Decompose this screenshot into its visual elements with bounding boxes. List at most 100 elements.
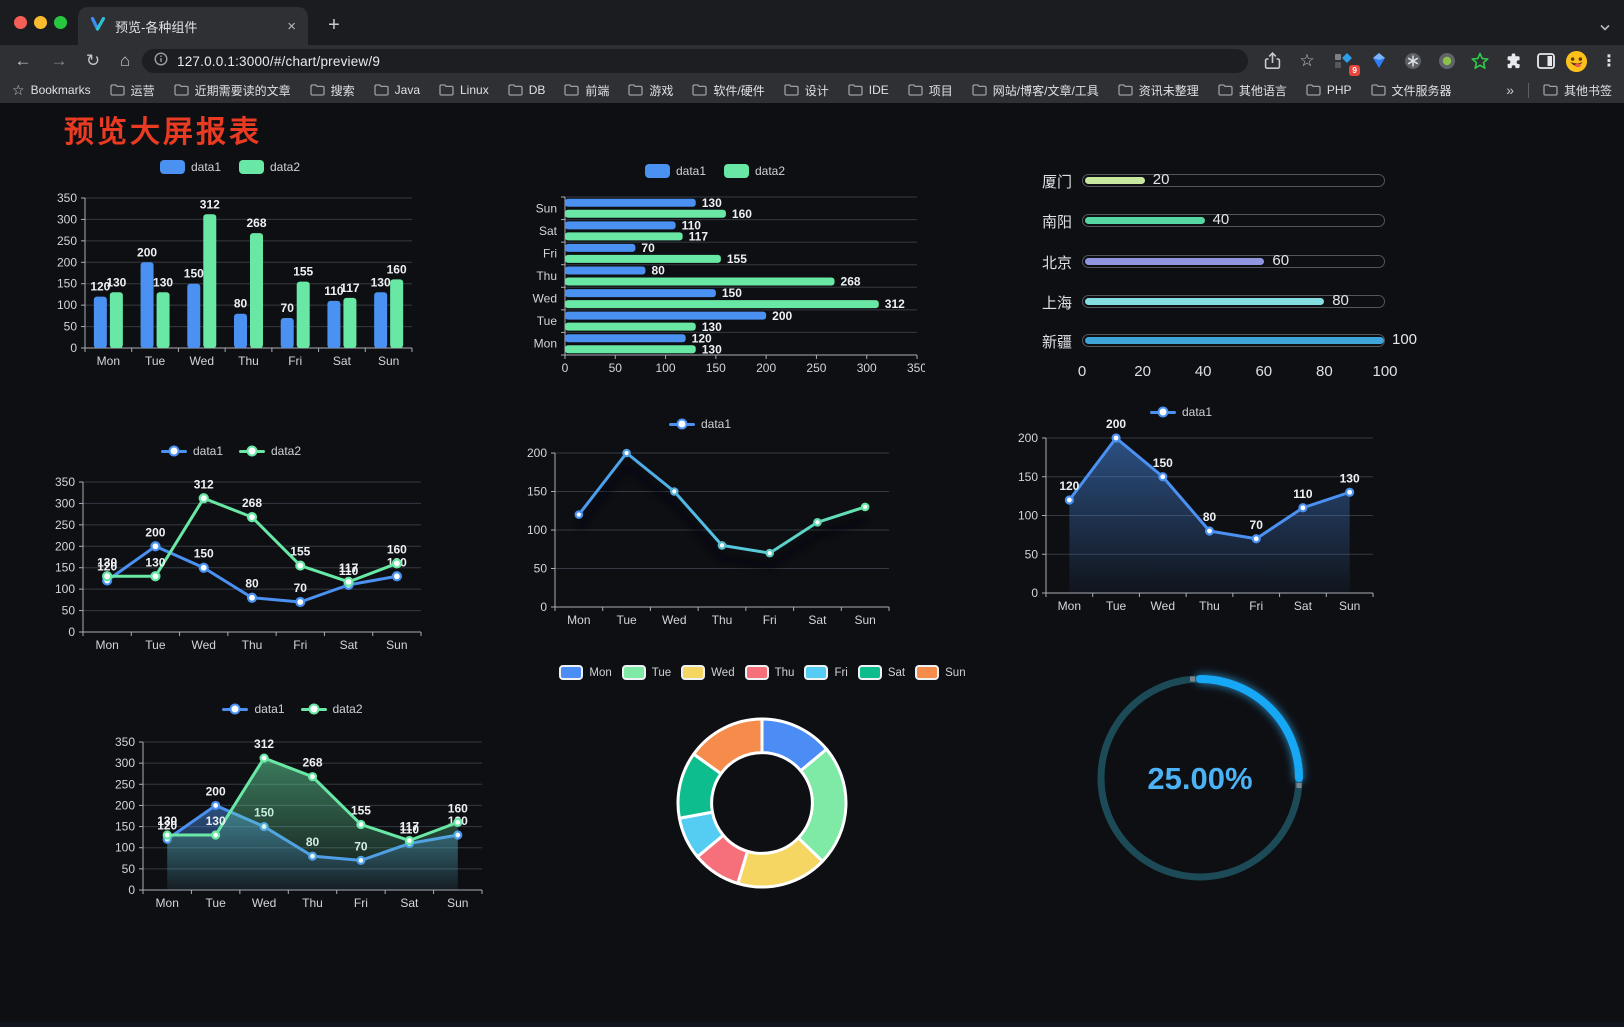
tab-close-icon[interactable]: ×	[287, 17, 296, 35]
svg-text:Tue: Tue	[206, 896, 227, 910]
new-tab-button[interactable]: +	[328, 13, 340, 36]
extension-kite-icon[interactable]	[1366, 49, 1392, 73]
legend-item[interactable]: data2	[300, 702, 363, 716]
bookmark-folder[interactable]: 软件/硬件	[692, 82, 765, 99]
bookmark-folder[interactable]: 游戏	[628, 82, 673, 99]
svg-text:117: 117	[339, 561, 359, 575]
window-zoom-button[interactable]	[54, 16, 67, 29]
bookmark-folder[interactable]: Java	[373, 82, 420, 99]
svg-text:268: 268	[841, 275, 861, 289]
svg-text:350: 350	[115, 735, 135, 749]
legend-item[interactable]: data2	[239, 160, 300, 174]
back-button[interactable]: ←	[14, 51, 32, 70]
bar	[565, 243, 636, 252]
legend-item[interactable]: Wed	[681, 665, 735, 680]
legend-item[interactable]: Sat	[857, 665, 905, 680]
share-icon[interactable]	[1259, 49, 1285, 73]
svg-text:50: 50	[64, 320, 78, 334]
url-text[interactable]: 127.0.0.1:3000/#/chart/preview/9	[177, 53, 381, 69]
bar	[565, 254, 721, 263]
side-panel-icon[interactable]	[1533, 49, 1559, 73]
extension-badge: 9	[1349, 65, 1360, 76]
window-bottom-edge	[0, 1022, 1624, 1027]
svg-text:Tue: Tue	[145, 354, 166, 368]
bookmark-folder[interactable]: 资讯未整理	[1118, 82, 1199, 99]
legend-item[interactable]: data1	[668, 417, 731, 431]
svg-text:Tue: Tue	[537, 314, 558, 328]
data-point	[295, 596, 306, 608]
other-bookmarks-folder[interactable]: 其他书签	[1543, 82, 1612, 99]
bookmark-folder[interactable]: IDE	[848, 82, 889, 99]
window-minimize-button[interactable]	[34, 16, 47, 29]
bookmarks-bar: ☆ Bookmarks 运营 近期需要读的文章 搜索 Java Linux DB 前端 游戏 软…	[0, 77, 1624, 103]
bookmark-folder[interactable]: DB	[508, 82, 545, 99]
bookmark-folder[interactable]: 近期需要读的文章	[173, 82, 291, 99]
data-point	[1298, 503, 1308, 513]
legend-swatch	[681, 665, 706, 680]
tab-favicon	[90, 16, 106, 36]
donut-chart: Mon Tue Wed Thu Fri Sat Sun	[550, 660, 975, 920]
bookmarks-manager-item[interactable]: ☆ Bookmarks	[12, 82, 91, 99]
home-button[interactable]: ⌂	[119, 51, 131, 70]
tab-search-chevron-icon[interactable]	[1600, 18, 1610, 31]
legend-item[interactable]: Sun	[915, 665, 966, 680]
bar	[565, 311, 767, 320]
profile-avatar[interactable]	[1563, 49, 1589, 73]
legend-item[interactable]: data2	[724, 164, 785, 178]
site-info-icon[interactable]	[154, 51, 168, 71]
reload-button[interactable]: ↻	[85, 51, 101, 70]
area-fill	[167, 758, 458, 890]
bookmark-folder[interactable]: 运营	[109, 82, 155, 99]
svg-text:312: 312	[254, 737, 274, 751]
grouped-bar-chart: 0 50 100 150 200 250 300 350 Mon Tue Wed Thu Fri Sat S…	[40, 150, 420, 375]
browser-menu-icon[interactable]: ⋮	[1601, 53, 1617, 70]
extension-snowflake-icon[interactable]	[1400, 49, 1426, 73]
svg-text:Wed: Wed	[191, 638, 215, 652]
extension-grid-icon[interactable]: 9	[1330, 49, 1360, 76]
data-point	[391, 571, 402, 582]
legend-item[interactable]: data1	[222, 702, 285, 716]
legend-item[interactable]: Thu	[744, 665, 794, 680]
window-close-button[interactable]	[14, 16, 27, 29]
progress-track	[1082, 333, 1385, 347]
progress-label: 上海	[1041, 295, 1072, 312]
extension-green-dot-icon[interactable]	[1434, 49, 1460, 73]
progress-track	[1082, 213, 1385, 227]
svg-text:0: 0	[562, 361, 569, 374]
bookmark-folder[interactable]: 设计	[784, 82, 829, 99]
data-point	[356, 819, 366, 830]
legend-item[interactable]: Tue	[621, 665, 671, 680]
legend-item[interactable]: data1	[160, 444, 223, 458]
bookmark-folder[interactable]: 其他语言	[1218, 82, 1287, 99]
bookmark-folder[interactable]: Linux	[439, 82, 489, 99]
axis-tick-label: 80	[1316, 363, 1333, 380]
address-bar[interactable]: 127.0.0.1:3000/#/chart/preview/9	[142, 49, 1248, 73]
browser-tab[interactable]: 预览-各种组件 ×	[78, 7, 308, 45]
extensions-puzzle-icon[interactable]	[1500, 49, 1526, 73]
extension-green-star-icon[interactable]	[1467, 49, 1493, 73]
legend-item[interactable]: data1	[159, 160, 221, 174]
svg-text:200: 200	[55, 539, 75, 553]
bookmark-folder[interactable]: 项目	[908, 82, 953, 99]
legend-item[interactable]: Mon	[559, 665, 612, 680]
bookmark-folder-label: 其他语言	[1238, 83, 1287, 98]
legend-item[interactable]: data1	[644, 164, 706, 178]
bookmarks-overflow-chevron[interactable]: »	[1506, 82, 1514, 98]
svg-text:Mon: Mon	[95, 638, 118, 652]
bookmark-folder-label: 搜索	[330, 83, 355, 98]
bookmark-folder-label: 软件/硬件	[713, 83, 765, 98]
legend-item[interactable]: Fri	[804, 665, 848, 680]
axis-tick-label: 60	[1255, 363, 1273, 380]
bookmark-folder[interactable]: 网站/博客/文章/工具	[972, 82, 1099, 99]
forward-button[interactable]: →	[50, 51, 68, 70]
bookmark-folder[interactable]: 搜索	[309, 82, 355, 99]
progress-value: 80	[1332, 292, 1349, 309]
bookmark-folder[interactable]: 前端	[564, 82, 609, 99]
legend-item[interactable]: data1	[1149, 405, 1212, 419]
bookmark-folder[interactable]: PHP	[1306, 82, 1352, 99]
svg-text:50: 50	[609, 361, 623, 374]
svg-text:0: 0	[70, 341, 77, 355]
legend-item[interactable]: data2	[239, 444, 301, 458]
bookmark-folder[interactable]: 文件服务器	[1370, 82, 1452, 99]
bookmark-star-icon[interactable]: ☆	[1299, 51, 1315, 70]
